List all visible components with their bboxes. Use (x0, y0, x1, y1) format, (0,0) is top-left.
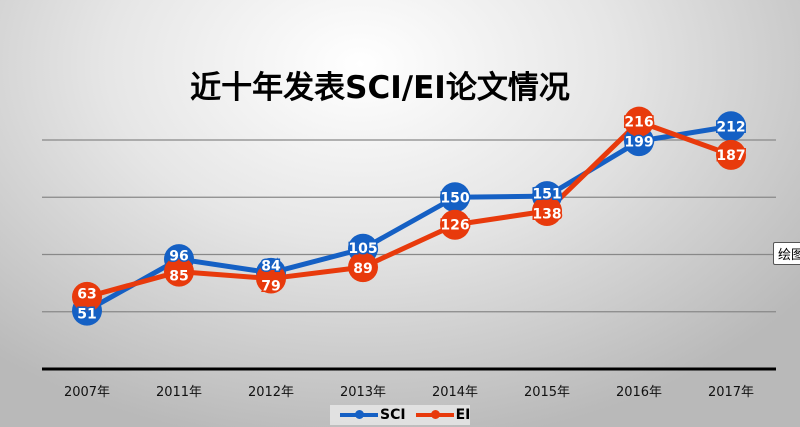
data-point-sci (716, 111, 746, 142)
series-line-sci (85, 123, 732, 313)
legend-item-ei[interactable]: EI (415, 407, 471, 423)
data-label-ei: 138 (532, 207, 561, 223)
data-label-ei: 85 (169, 268, 188, 284)
legend-label-sci: SCI (380, 407, 406, 423)
plot-area-tooltip: 绘图区 (773, 242, 800, 265)
data-point-ei (716, 139, 746, 170)
legend-label-ei: EI (455, 407, 471, 423)
x-tick-label: 2017年 (708, 385, 754, 400)
data-point-ei (624, 106, 654, 137)
data-label-ei: 63 (77, 287, 96, 303)
data-point-ei (440, 209, 470, 240)
chart-title: 近十年发表SCI/EI论文情况 (190, 70, 570, 106)
x-tick-label: 2007年 (64, 385, 110, 400)
x-tick-label: 2013年 (340, 385, 386, 400)
data-point-ei (72, 281, 102, 312)
data-label-ei: 79 (261, 279, 280, 295)
data-label-sci: 51 (77, 307, 96, 323)
data-point-ei (348, 252, 378, 283)
data-label-sci: 151 (532, 187, 561, 203)
x-tick-label: 2012年 (248, 385, 294, 400)
series-line-ei (86, 119, 732, 300)
data-point-ei (532, 195, 562, 226)
data-label-ei: 216 (624, 114, 653, 130)
data-label-sci: 150 (440, 190, 469, 206)
data-label-ei: 126 (440, 218, 469, 234)
legend-line-ei (415, 410, 454, 419)
data-label-sci: 212 (716, 119, 745, 135)
legend[interactable]: SCI EI (330, 405, 470, 425)
x-tick-label: 2016年 (616, 385, 662, 400)
data-label-ei: 89 (353, 261, 372, 277)
x-tick-label: 2011年 (156, 385, 202, 400)
legend-item-sci[interactable]: SCI (340, 407, 406, 423)
data-label-sci: 84 (261, 259, 281, 275)
legend-line-sci (340, 410, 378, 419)
data-label-sci: 96 (169, 248, 188, 264)
data-label-sci: 105 (348, 241, 377, 257)
data-point-sci (440, 182, 470, 213)
x-tick-label: 2015年 (524, 385, 570, 400)
data-label-sci: 199 (624, 134, 653, 150)
x-tick-label: 2014年 (432, 385, 478, 400)
data-point-ei (164, 256, 194, 287)
data-label-ei: 187 (716, 148, 745, 164)
data-point-ei (256, 263, 286, 294)
